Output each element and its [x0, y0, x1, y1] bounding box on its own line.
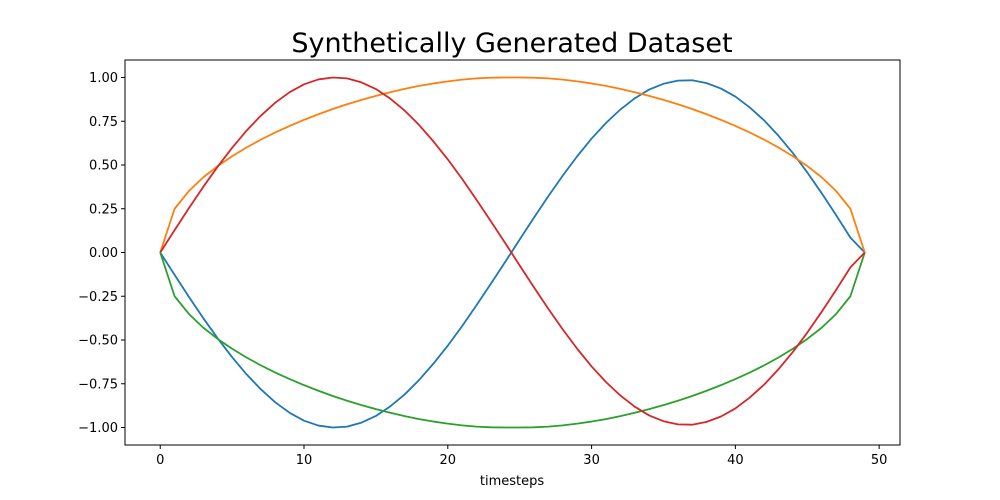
x-tick-label: 30: [583, 453, 600, 468]
y-tick-label: −0.50: [78, 334, 118, 349]
series-line-2: [159, 76, 866, 253]
x-tick-label: 10: [296, 453, 313, 468]
plot-frame: [124, 59, 901, 446]
x-axis-label: timesteps: [480, 474, 544, 489]
x-tick-label: 20: [440, 453, 457, 468]
y-tick-label: −1.00: [78, 421, 118, 436]
x-tick-label: 40: [727, 453, 744, 468]
y-tick-label: 0.25: [89, 202, 118, 217]
y-tick-label: 0.50: [89, 159, 118, 174]
chart-title: Synthetically Generated Dataset: [291, 28, 732, 59]
series-line-4: [159, 76, 866, 426]
series-line-1: [159, 79, 866, 429]
series-line-3: [159, 252, 866, 429]
y-tick-label: 0.00: [89, 246, 118, 261]
y-tick-label: −0.25: [78, 290, 118, 305]
x-tick-label: 50: [871, 453, 888, 468]
x-axis: 0 10 20 30 40 50: [156, 445, 887, 468]
y-tick-label: 1.00: [89, 71, 118, 86]
y-axis: −1.00 −0.75 −0.50 −0.25 0.00 0.25 0.50 0.75 1.00: [78, 71, 125, 436]
x-tick-label: 0: [156, 453, 164, 468]
series-layer: [159, 76, 866, 429]
y-tick-label: 0.75: [89, 115, 118, 130]
y-tick-label: −0.75: [78, 377, 118, 392]
